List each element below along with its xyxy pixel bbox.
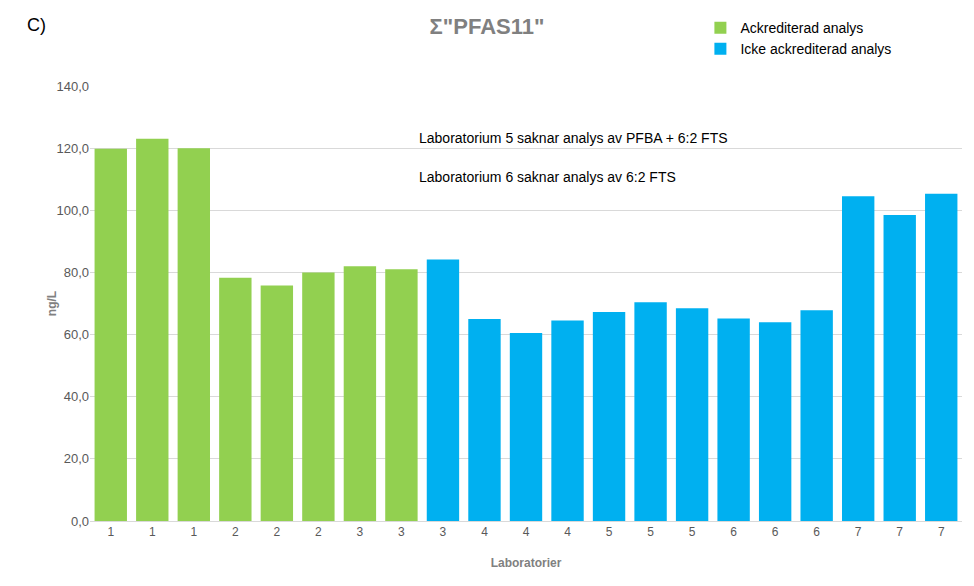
svg-text:6: 6 bbox=[813, 525, 820, 539]
svg-text:Laboratorium 5 saknar analys a: Laboratorium 5 saknar analys av PFBA + 6… bbox=[419, 130, 728, 146]
svg-text:2: 2 bbox=[274, 525, 281, 539]
svg-text:ng/L: ng/L bbox=[45, 291, 59, 316]
svg-text:Ackrediterad analys: Ackrediterad analys bbox=[740, 20, 863, 36]
svg-text:4: 4 bbox=[564, 525, 571, 539]
svg-text:120,0: 120,0 bbox=[56, 141, 89, 156]
svg-text:40,0: 40,0 bbox=[64, 389, 89, 404]
svg-text:2: 2 bbox=[315, 525, 322, 539]
svg-text:140,0: 140,0 bbox=[56, 79, 89, 94]
svg-text:7: 7 bbox=[855, 525, 862, 539]
svg-text:4: 4 bbox=[481, 525, 488, 539]
svg-text:C): C) bbox=[27, 15, 46, 35]
svg-text:3: 3 bbox=[357, 525, 364, 539]
svg-text:100,0: 100,0 bbox=[56, 203, 89, 218]
svg-text:1: 1 bbox=[149, 525, 156, 539]
svg-text:6: 6 bbox=[730, 525, 737, 539]
svg-text:4: 4 bbox=[523, 525, 530, 539]
svg-text:1: 1 bbox=[190, 525, 197, 539]
svg-text:80,0: 80,0 bbox=[64, 265, 89, 280]
svg-text:1: 1 bbox=[107, 525, 114, 539]
svg-text:3: 3 bbox=[440, 525, 447, 539]
svg-text:Σ"PFAS11": Σ"PFAS11" bbox=[430, 14, 545, 39]
svg-text:5: 5 bbox=[606, 525, 613, 539]
svg-text:2: 2 bbox=[232, 525, 239, 539]
svg-text:20,0: 20,0 bbox=[64, 451, 89, 466]
svg-text:3: 3 bbox=[398, 525, 405, 539]
svg-text:Icke ackrediterad analys: Icke ackrediterad analys bbox=[740, 41, 891, 57]
svg-text:0,0: 0,0 bbox=[71, 514, 89, 529]
svg-text:7: 7 bbox=[938, 525, 945, 539]
svg-text:5: 5 bbox=[647, 525, 654, 539]
svg-text:6: 6 bbox=[772, 525, 779, 539]
svg-text:60,0: 60,0 bbox=[64, 327, 89, 342]
svg-text:Laboratorium 6 saknar analys a: Laboratorium 6 saknar analys av 6:2 FTS bbox=[419, 169, 676, 185]
svg-text:5: 5 bbox=[689, 525, 696, 539]
svg-text:7: 7 bbox=[896, 525, 903, 539]
svg-text:Laboratorier: Laboratorier bbox=[491, 556, 562, 570]
